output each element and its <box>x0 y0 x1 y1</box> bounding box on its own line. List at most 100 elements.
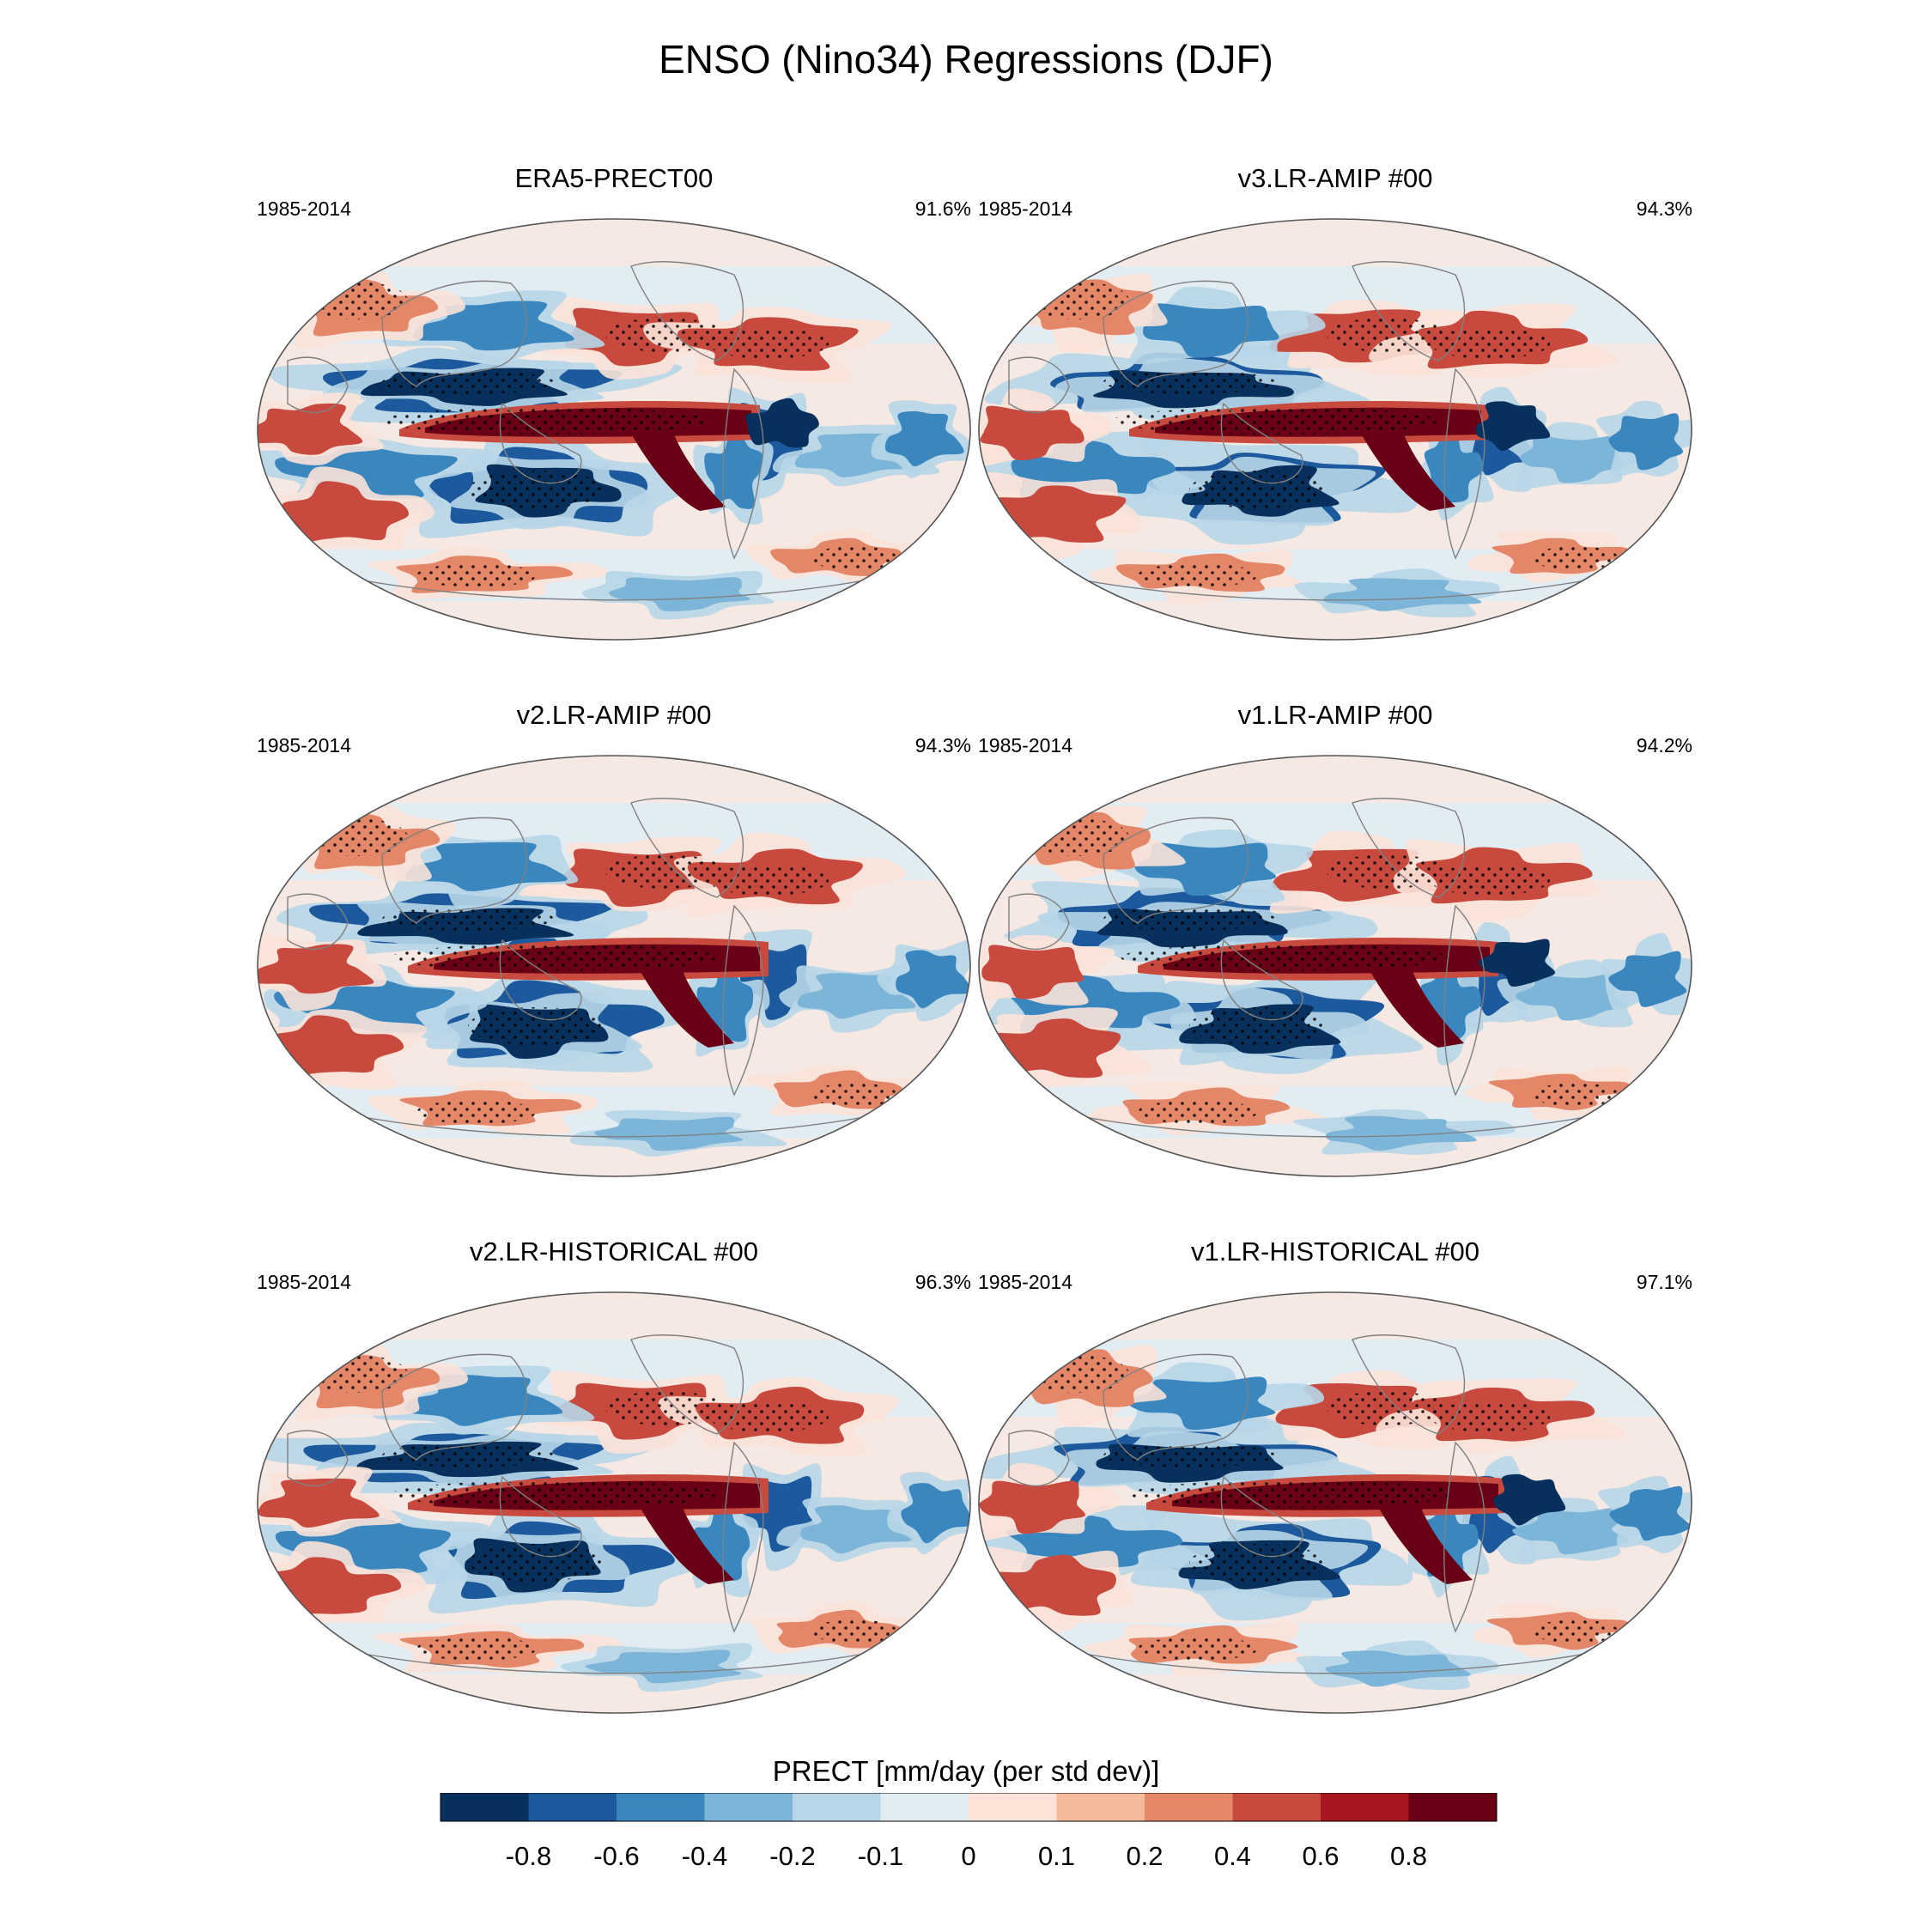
stippling <box>1430 1401 1550 1432</box>
anomaly-region <box>1512 1507 1630 1555</box>
map-v2-amip <box>257 755 971 1177</box>
anomaly-region <box>981 945 1084 999</box>
coastline <box>287 1430 349 1486</box>
anomaly-region <box>1143 303 1279 358</box>
colorbar-swatch <box>1145 1793 1233 1821</box>
panel-title: ERA5-PRECT00 <box>514 163 714 193</box>
colorbar-tick-label: -0.4 <box>681 1841 728 1871</box>
stippling <box>382 907 554 931</box>
stippling <box>468 471 605 508</box>
map-outline <box>257 218 971 641</box>
stippling <box>382 407 708 434</box>
period-label: 1985-2014 <box>978 734 1072 756</box>
anomaly-region <box>1609 1485 1691 1541</box>
anomaly-region <box>745 398 819 448</box>
map-panel-era5: ERA5-PRECT00 1985-2014 91.6% <box>253 163 975 644</box>
stippling <box>1121 944 1447 971</box>
map-v2-historical <box>257 1291 971 1714</box>
anomaly-region <box>1608 413 1684 471</box>
anomaly-region <box>1325 1115 1477 1151</box>
stippling <box>1026 282 1129 319</box>
colorbar-swatch <box>1232 1793 1321 1821</box>
anomaly-region <box>1127 1376 1276 1431</box>
coastline <box>499 1475 582 1558</box>
stippling <box>1103 1443 1275 1467</box>
score-label: 94.3% <box>1636 197 1692 220</box>
coastline <box>1443 1441 1485 1633</box>
map-era5 <box>257 218 971 641</box>
stippling <box>708 865 829 896</box>
period-label: 1985-2014 <box>978 1271 1072 1293</box>
anomaly-region <box>1493 1473 1566 1526</box>
panel-title: v2.LR-AMIP #00 <box>516 700 712 730</box>
stippling <box>468 1544 605 1582</box>
stippling <box>416 563 537 587</box>
anomaly-region <box>704 434 763 509</box>
map-v1-amip <box>978 755 1692 1177</box>
stippling <box>811 1083 897 1107</box>
score-label: 94.3% <box>914 734 971 756</box>
coastline <box>499 939 582 1021</box>
colorbar-swatch <box>1056 1793 1145 1821</box>
anomaly-region <box>979 1480 1085 1534</box>
coastline <box>1220 1475 1303 1558</box>
warm-anomaly-branch <box>1361 434 1455 511</box>
stippling <box>1430 865 1550 896</box>
colorbar-tick-label: 0.1 <box>1037 1841 1076 1871</box>
stippling <box>1533 546 1619 570</box>
stippling <box>605 854 726 889</box>
colorbar-swatch <box>440 1793 529 1821</box>
colorbar-swatch <box>793 1793 881 1821</box>
stippling <box>382 370 554 394</box>
stippling <box>1327 318 1447 352</box>
stippling <box>416 1637 537 1661</box>
panel-title: v1.LR-HISTORICAL #00 <box>1191 1236 1479 1267</box>
colorbar-swatch <box>1321 1793 1409 1821</box>
stippling <box>605 1391 726 1425</box>
stippling <box>1189 471 1327 508</box>
stippling <box>1327 1391 1447 1425</box>
anomaly-region <box>1608 951 1687 1007</box>
score-label: 97.1% <box>1636 1271 1692 1293</box>
coastline <box>499 402 582 484</box>
anomaly-region <box>800 1505 914 1554</box>
coastline <box>630 1334 744 1435</box>
stippling <box>708 328 829 359</box>
anomaly-region <box>405 841 568 891</box>
stippling <box>305 1355 408 1393</box>
coastline <box>1103 1353 1249 1461</box>
stippling <box>1103 907 1275 931</box>
coastline <box>1443 368 1485 560</box>
anomaly-region <box>980 405 1084 461</box>
stippling <box>1533 1083 1619 1107</box>
period-label: 1985-2014 <box>257 734 351 756</box>
colorbar-swatch <box>704 1793 793 1821</box>
colorbar-tick-label: 0.2 <box>1126 1841 1163 1871</box>
coastline <box>1352 798 1466 898</box>
stippling <box>391 944 717 971</box>
coastline <box>630 798 744 898</box>
colorbar-tick-label: -0.1 <box>857 1841 904 1871</box>
score-label: 91.6% <box>914 197 971 220</box>
coastline <box>722 904 764 1097</box>
stippling <box>1189 1544 1327 1582</box>
map-panel-v2-amip: v2.LR-AMIP #00 1985-2014 94.3% <box>253 700 975 1181</box>
stippling <box>1138 1637 1258 1661</box>
period-label: 1985-2014 <box>257 197 351 220</box>
map-v3-amip <box>978 218 1692 641</box>
colorbar-swatch <box>1408 1793 1497 1821</box>
coastline <box>381 1353 527 1461</box>
warm-anomaly-branch <box>1370 970 1464 1048</box>
stippling <box>811 546 897 570</box>
map-panel-v2-historical: v2.LR-HISTORICAL #00 1985-2014 96.3% <box>253 1236 975 1717</box>
coastline <box>722 368 764 560</box>
colorbar-swatch <box>880 1793 969 1821</box>
anomaly-region <box>1325 1650 1471 1687</box>
anomaly-region <box>594 1116 744 1151</box>
map-v1-historical <box>978 1291 1692 1714</box>
colorbar-swatch <box>969 1793 1057 1821</box>
anomaly-region <box>901 1483 970 1544</box>
map-outline <box>978 755 1692 1177</box>
anomaly-region <box>884 410 964 467</box>
period-label: 1985-2014 <box>257 1271 351 1293</box>
